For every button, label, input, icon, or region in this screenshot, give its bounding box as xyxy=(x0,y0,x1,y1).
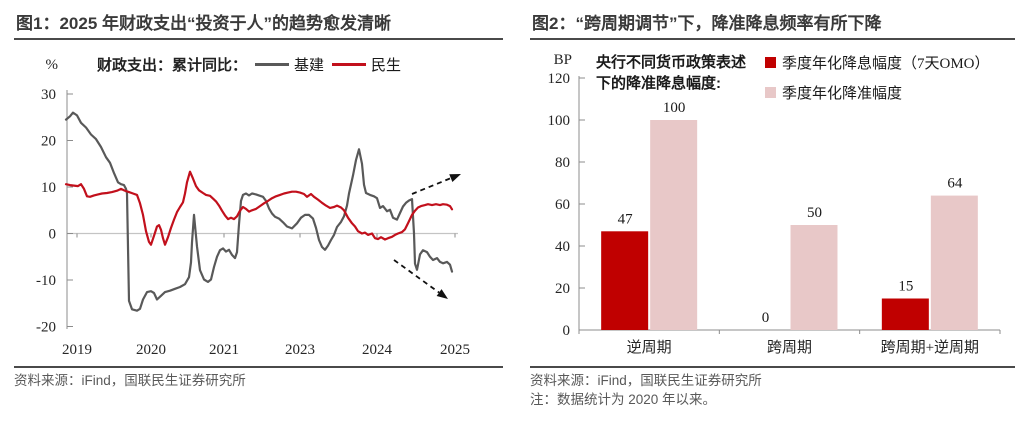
svg-text:-20: -20 xyxy=(36,320,56,336)
svg-text:2021: 2021 xyxy=(209,342,239,358)
svg-text:20: 20 xyxy=(555,281,570,297)
svg-text:2025: 2025 xyxy=(440,342,470,358)
svg-text:15: 15 xyxy=(898,279,913,295)
svg-text:%: % xyxy=(46,57,59,73)
rate-cut-swatch-icon xyxy=(765,57,776,68)
svg-text:2020: 2020 xyxy=(136,342,166,358)
livelihood-line-sample-icon xyxy=(332,63,367,66)
figure1-source: 资料来源：iFind，国联民生证券研究所 xyxy=(14,373,246,388)
svg-text:120: 120 xyxy=(548,71,571,87)
figure2-source: 资料来源：iFind，国联民生证券研究所 xyxy=(530,373,762,388)
infrastructure-line-sample-icon xyxy=(255,63,290,66)
figure2-legend: 季度年化降息幅度（7天OMO） 季度年化降准幅度 xyxy=(765,52,990,103)
svg-text:80: 80 xyxy=(555,155,570,171)
svg-text:100: 100 xyxy=(548,113,571,129)
svg-text:跨周期: 跨周期 xyxy=(767,339,812,356)
svg-text:0: 0 xyxy=(563,323,571,339)
svg-text:跨周期+逆周期: 跨周期+逆周期 xyxy=(881,339,979,356)
rrr-cut-series-label: 季度年化降准幅度 xyxy=(782,86,903,102)
policy-rate-bar-chart: 0 20 40 60 80 100 120 BP 47 100 逆周期 0 50 跨周期 15 64 跨周期+逆… xyxy=(548,52,1001,356)
figure1-panel: 图1：2025 年财政支出“投资于人”的趋势愈发清晰 30 20 10 0 -10 -20… xyxy=(14,8,503,390)
legend-item-livelihood: 民生 xyxy=(332,54,401,75)
legend-item-rate-cut: 季度年化降息幅度（7天OMO） xyxy=(765,52,990,73)
svg-text:-10: -10 xyxy=(36,273,56,289)
fiscal-line-chart: 30 20 10 0 -10 -20 2019 2020 2021 2023 2024 2025% xyxy=(36,57,470,358)
figure1-chart-area: 30 20 10 0 -10 -20 2019 2020 2021 2023 2024 2025% 财… xyxy=(14,40,503,362)
svg-text:40: 40 xyxy=(555,239,570,255)
svg-text:10: 10 xyxy=(41,180,56,196)
svg-text:64: 64 xyxy=(947,176,963,192)
svg-text:0: 0 xyxy=(762,310,770,326)
infrastructure-series-label: 基建 xyxy=(294,58,325,74)
svg-text:20: 20 xyxy=(41,134,56,150)
figure1-bottom-rule xyxy=(14,366,503,368)
svg-text:2023: 2023 xyxy=(285,342,315,358)
svg-text:2024: 2024 xyxy=(362,342,393,358)
figure2-bottom-rule xyxy=(530,366,1015,368)
figure2-chart-area: 0 20 40 60 80 100 120 BP 47 100 逆周期 0 50 跨周期 15 64 跨周期+逆… xyxy=(530,40,1015,362)
svg-text:BP: BP xyxy=(554,52,572,68)
figure1-legend: 财政支出：累计同比： 基建 民生 xyxy=(97,54,401,75)
figure2-note: 注：数据统计为 2020 年以来。 xyxy=(530,392,717,407)
svg-text:60: 60 xyxy=(555,197,570,213)
legend-item-infrastructure: 基建 xyxy=(255,54,324,75)
svg-text:2019: 2019 xyxy=(62,342,92,358)
svg-text:逆周期: 逆周期 xyxy=(627,339,672,356)
rate-cut-series-label: 季度年化降息幅度（7天OMO） xyxy=(782,56,990,72)
figure2-annotation: 央行不同货币政策表述 下的降准降息幅度: xyxy=(596,54,747,92)
rrr-cut-swatch-icon xyxy=(765,87,776,98)
svg-text:100: 100 xyxy=(663,100,686,116)
svg-text:50: 50 xyxy=(807,205,822,221)
svg-text:47: 47 xyxy=(618,211,634,227)
svg-text:30: 30 xyxy=(41,87,56,103)
figure2-panel: 图2：“跨周期调节”下，降准降息频率有所下降 0 20 40 60 80 100 120 BP… xyxy=(530,8,1015,409)
legend-item-rrr-cut: 季度年化降准幅度 xyxy=(765,82,990,103)
legend-prefix-label: 财政支出：累计同比： xyxy=(97,57,248,74)
figure1-title: 图1：2025 年财政支出“投资于人”的趋势愈发清晰 xyxy=(14,8,503,40)
livelihood-series-label: 民生 xyxy=(371,58,402,74)
figure2-title: 图2：“跨周期调节”下，降准降息频率有所下降 xyxy=(530,8,1015,40)
svg-text:0: 0 xyxy=(49,227,57,243)
